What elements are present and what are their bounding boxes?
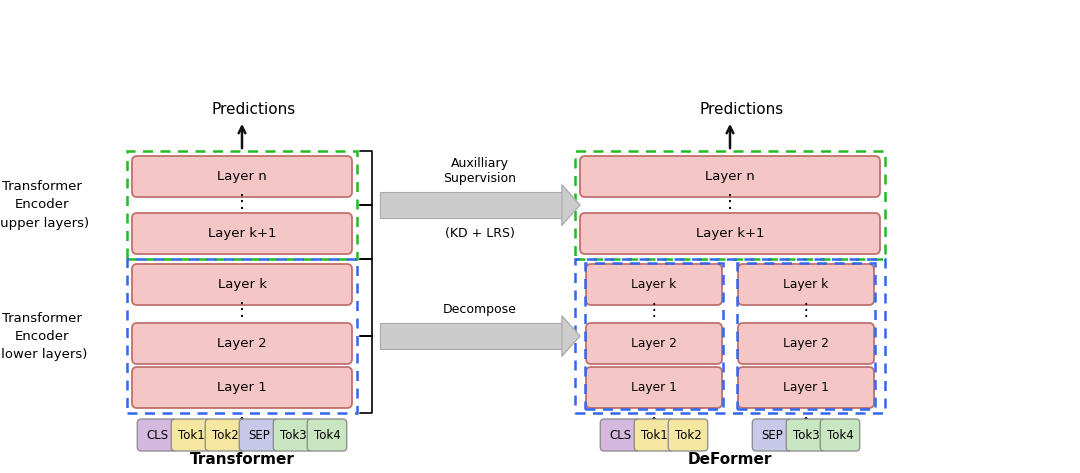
Text: Auxilliary
Supervision: Auxilliary Supervision <box>444 157 516 185</box>
FancyBboxPatch shape <box>738 264 874 305</box>
Text: (KD + LRS): (KD + LRS) <box>445 227 515 240</box>
FancyBboxPatch shape <box>586 323 723 364</box>
FancyBboxPatch shape <box>738 323 874 364</box>
Text: Layer n: Layer n <box>705 170 755 183</box>
Text: Predictions: Predictions <box>212 102 296 117</box>
Polygon shape <box>562 185 580 225</box>
FancyBboxPatch shape <box>786 419 826 451</box>
Text: ⋮: ⋮ <box>721 193 739 211</box>
FancyBboxPatch shape <box>634 419 674 451</box>
Text: Layer k: Layer k <box>783 278 828 291</box>
Text: ⋮: ⋮ <box>798 301 814 319</box>
Text: ⋮: ⋮ <box>233 301 251 319</box>
FancyBboxPatch shape <box>273 419 313 451</box>
Text: Tok2: Tok2 <box>675 429 701 441</box>
FancyBboxPatch shape <box>132 264 352 305</box>
FancyBboxPatch shape <box>240 419 279 451</box>
FancyBboxPatch shape <box>580 213 880 254</box>
Text: Layer 1: Layer 1 <box>631 381 677 394</box>
Text: Tok1: Tok1 <box>177 429 204 441</box>
Polygon shape <box>562 316 580 356</box>
Text: CLS: CLS <box>609 429 631 441</box>
FancyBboxPatch shape <box>380 192 562 218</box>
FancyBboxPatch shape <box>669 419 707 451</box>
Text: SEP: SEP <box>761 429 783 441</box>
Text: Tok3: Tok3 <box>793 429 820 441</box>
Text: Layer 1: Layer 1 <box>217 381 267 394</box>
Text: ⋮: ⋮ <box>646 301 662 319</box>
Text: Transformer
Encoder
(lower layers): Transformer Encoder (lower layers) <box>0 312 87 360</box>
Text: Tok4: Tok4 <box>826 429 853 441</box>
Text: Layer 2: Layer 2 <box>783 337 829 350</box>
FancyBboxPatch shape <box>753 419 792 451</box>
FancyBboxPatch shape <box>205 419 245 451</box>
Text: Layer 1: Layer 1 <box>783 381 829 394</box>
FancyBboxPatch shape <box>132 156 352 197</box>
FancyBboxPatch shape <box>586 264 723 305</box>
Text: Transformer
Encoder
(upper layers): Transformer Encoder (upper layers) <box>0 181 89 229</box>
FancyBboxPatch shape <box>307 419 347 451</box>
FancyBboxPatch shape <box>380 323 562 349</box>
FancyBboxPatch shape <box>586 367 723 408</box>
FancyBboxPatch shape <box>172 419 211 451</box>
FancyBboxPatch shape <box>580 156 880 197</box>
Text: Layer k+1: Layer k+1 <box>696 227 765 240</box>
Text: ⋮: ⋮ <box>233 193 251 211</box>
Text: Layer k+1: Layer k+1 <box>207 227 276 240</box>
FancyBboxPatch shape <box>132 323 352 364</box>
Text: Transformer: Transformer <box>190 452 295 467</box>
Text: Tok2: Tok2 <box>212 429 239 441</box>
Text: Layer 2: Layer 2 <box>631 337 677 350</box>
Text: CLS: CLS <box>146 429 168 441</box>
Text: Decompose: Decompose <box>443 303 517 316</box>
Text: DeFormer: DeFormer <box>688 452 772 467</box>
FancyBboxPatch shape <box>132 213 352 254</box>
FancyBboxPatch shape <box>132 367 352 408</box>
FancyBboxPatch shape <box>738 367 874 408</box>
FancyBboxPatch shape <box>137 419 177 451</box>
Text: Layer 2: Layer 2 <box>217 337 267 350</box>
Text: Layer k: Layer k <box>217 278 267 291</box>
Text: Tok4: Tok4 <box>313 429 340 441</box>
Text: SEP: SEP <box>248 429 270 441</box>
Text: Layer k: Layer k <box>632 278 677 291</box>
Text: Layer n: Layer n <box>217 170 267 183</box>
FancyBboxPatch shape <box>820 419 860 451</box>
FancyBboxPatch shape <box>600 419 639 451</box>
Text: Predictions: Predictions <box>700 102 784 117</box>
Text: Tok3: Tok3 <box>280 429 307 441</box>
Text: Tok1: Tok1 <box>640 429 667 441</box>
